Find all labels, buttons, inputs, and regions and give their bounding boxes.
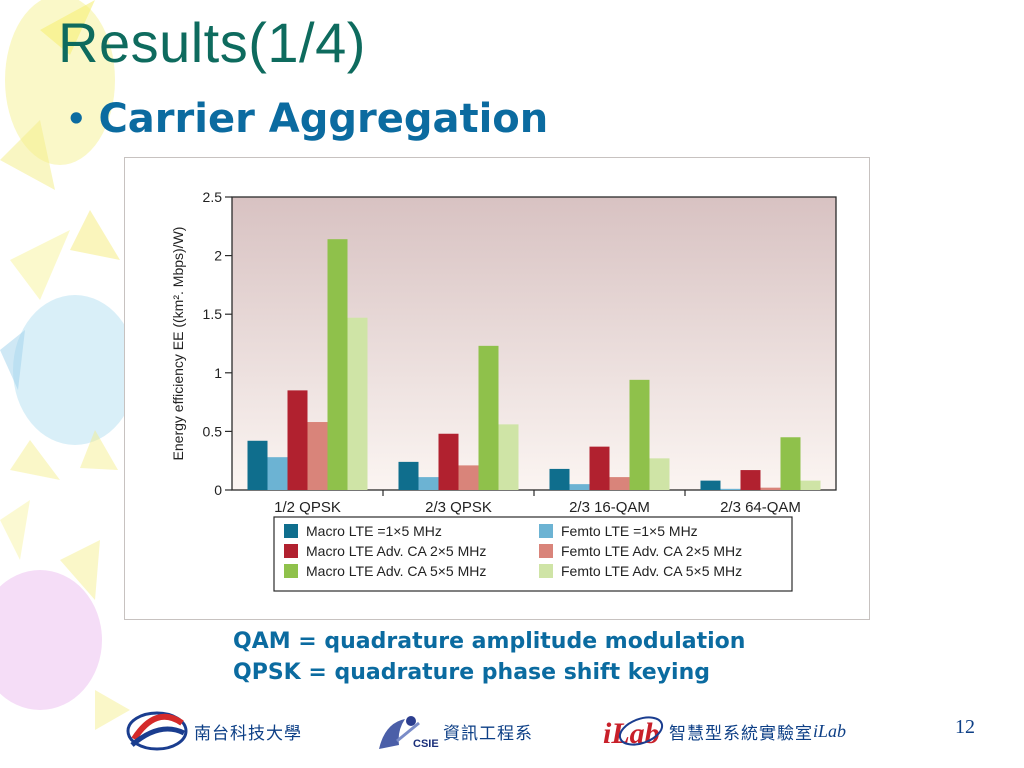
legend-swatch (284, 544, 298, 558)
y-tick-label: 2.5 (203, 189, 223, 205)
legend-label: Macro LTE =1×5 MHz (306, 523, 442, 539)
x-tick-label: 1/2 QPSK (274, 499, 341, 516)
bar (438, 433, 459, 490)
slide-title: Results(1/4) (58, 11, 366, 74)
bullet-text: Carrier Aggregation (98, 96, 549, 142)
y-tick-label: 1 (214, 365, 222, 381)
legend-swatch (539, 564, 553, 578)
bar (458, 465, 479, 490)
bar (780, 437, 801, 490)
legend-label: Femto LTE =1×5 MHz (561, 523, 698, 539)
bar (247, 440, 268, 490)
bar (287, 390, 308, 490)
lab-suffix: iLab (813, 720, 847, 741)
legend-swatch (539, 524, 553, 538)
school-logo-icon (126, 711, 188, 751)
x-tick-label: 2/3 64-QAM (720, 499, 801, 516)
legend-swatch (539, 544, 553, 558)
school-name: 南台科技大學 (194, 723, 302, 744)
bar (478, 345, 499, 490)
bar (649, 458, 670, 490)
x-tick-label: 2/3 QPSK (425, 499, 492, 516)
bar (700, 480, 721, 490)
bar (498, 424, 519, 490)
legend-label: Macro LTE Adv. CA 2×5 MHz (306, 543, 486, 559)
csie-logo-text: CSIE (413, 738, 439, 750)
chart-container: 0 0.5 1 1.5 2 2.5 Energy efficiency EE ((km². … (124, 157, 870, 620)
bar (418, 477, 439, 490)
bar (800, 480, 821, 490)
bar (589, 446, 610, 490)
bar (629, 379, 650, 490)
balloon-purple (0, 500, 130, 730)
note-qpsk: QPSK = quadrature phase shift keying (233, 660, 711, 685)
footer-department: CSIE 資訊工程系 (375, 706, 533, 756)
legend-label: Femto LTE Adv. CA 2×5 MHz (561, 543, 742, 559)
bar (760, 487, 781, 490)
bar-chart: 0 0.5 1 1.5 2 2.5 Energy efficiency EE ((km². … (170, 189, 837, 592)
balloon-yellow (0, 0, 120, 300)
bar (609, 477, 630, 490)
y-tick-label: 0 (214, 482, 222, 498)
legend-swatch (284, 564, 298, 578)
footer: 南台科技大學 CSIE 資訊工程系 iLab 智慧型系統實驗室 iLab (0, 706, 1024, 756)
bullet-dot: • (66, 100, 87, 138)
footer-lab: iLab 智慧型系統實驗室 iLab (601, 706, 846, 756)
department-name: 資訊工程系 (443, 723, 533, 744)
page-number: 12 (955, 716, 975, 738)
y-axis-label: Energy efficiency EE ((km². Mbps)/W) (170, 227, 186, 461)
csie-logo-icon: CSIE (379, 716, 439, 750)
abbreviation-notes: QAM = quadrature amplitude modulation QP… (233, 626, 745, 688)
legend-box (273, 516, 793, 592)
bar (398, 461, 419, 490)
bar (569, 484, 590, 490)
bar (549, 468, 570, 490)
ilab-logo-icon: iLab (603, 716, 664, 750)
legend-swatch (284, 524, 298, 538)
bar (267, 457, 288, 490)
bar (720, 488, 741, 490)
y-tick-label: 2 (214, 248, 222, 264)
bar (307, 422, 328, 490)
legend-label: Macro LTE Adv. CA 5×5 MHz (306, 563, 486, 579)
bar (327, 239, 348, 490)
bar (347, 317, 368, 490)
footer-school: 南台科技大學 (126, 706, 302, 756)
y-tick-label: 0.5 (203, 423, 223, 439)
bar (740, 470, 761, 490)
bullet-item: • Carrier Aggregation (66, 96, 548, 142)
lab-name: 智慧型系統實驗室 (669, 723, 813, 744)
legend-label: Femto LTE Adv. CA 5×5 MHz (561, 563, 742, 579)
y-tick-label: 1.5 (203, 306, 223, 322)
x-tick-label: 2/3 16-QAM (569, 499, 650, 516)
note-qam: QAM = quadrature amplitude modulation (233, 629, 746, 654)
balloon-blue (0, 295, 137, 480)
